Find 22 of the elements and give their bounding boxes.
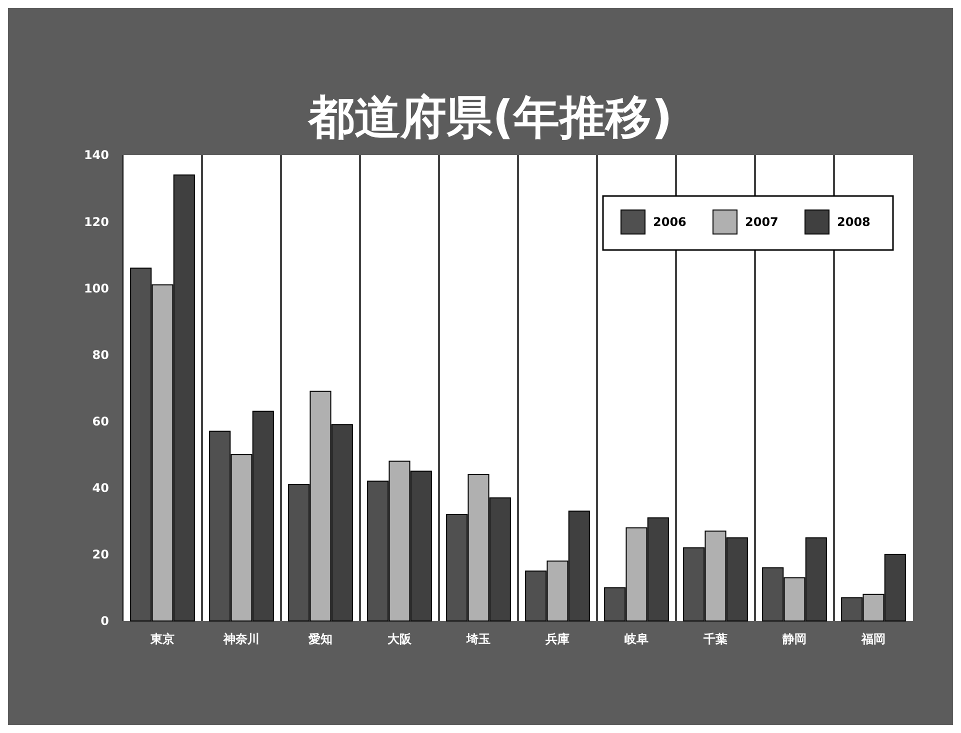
y-tick-label: 20	[92, 548, 109, 562]
x-tick-label: 神奈川	[222, 632, 260, 646]
y-tick-label: 100	[84, 281, 109, 296]
y-tick-label: 140	[84, 148, 109, 162]
x-tick-label: 岐阜	[624, 632, 648, 646]
legend-label: 2007	[745, 215, 778, 230]
legend-label: 2008	[837, 215, 870, 230]
x-tick-label: 愛知	[308, 632, 332, 646]
y-tick-label: 120	[84, 214, 109, 229]
x-tick-label: 埼玉	[466, 632, 490, 646]
x-tick-label: 静岡	[782, 632, 806, 646]
x-tick-label: 大阪	[388, 632, 412, 646]
y-tick-label: 0	[100, 614, 109, 628]
x-tick-label: 東京	[150, 632, 174, 646]
x-tick-label: 千葉	[702, 632, 728, 646]
y-tick-label: 40	[92, 481, 109, 496]
legend-label: 2006	[653, 215, 686, 230]
y-tick-label: 80	[92, 348, 109, 362]
chart-title: 都道府県(年推移)	[307, 90, 673, 144]
y-tick-label: 60	[92, 414, 109, 428]
x-tick-label: 兵庫	[544, 632, 570, 646]
x-tick-label: 福岡	[860, 632, 886, 646]
